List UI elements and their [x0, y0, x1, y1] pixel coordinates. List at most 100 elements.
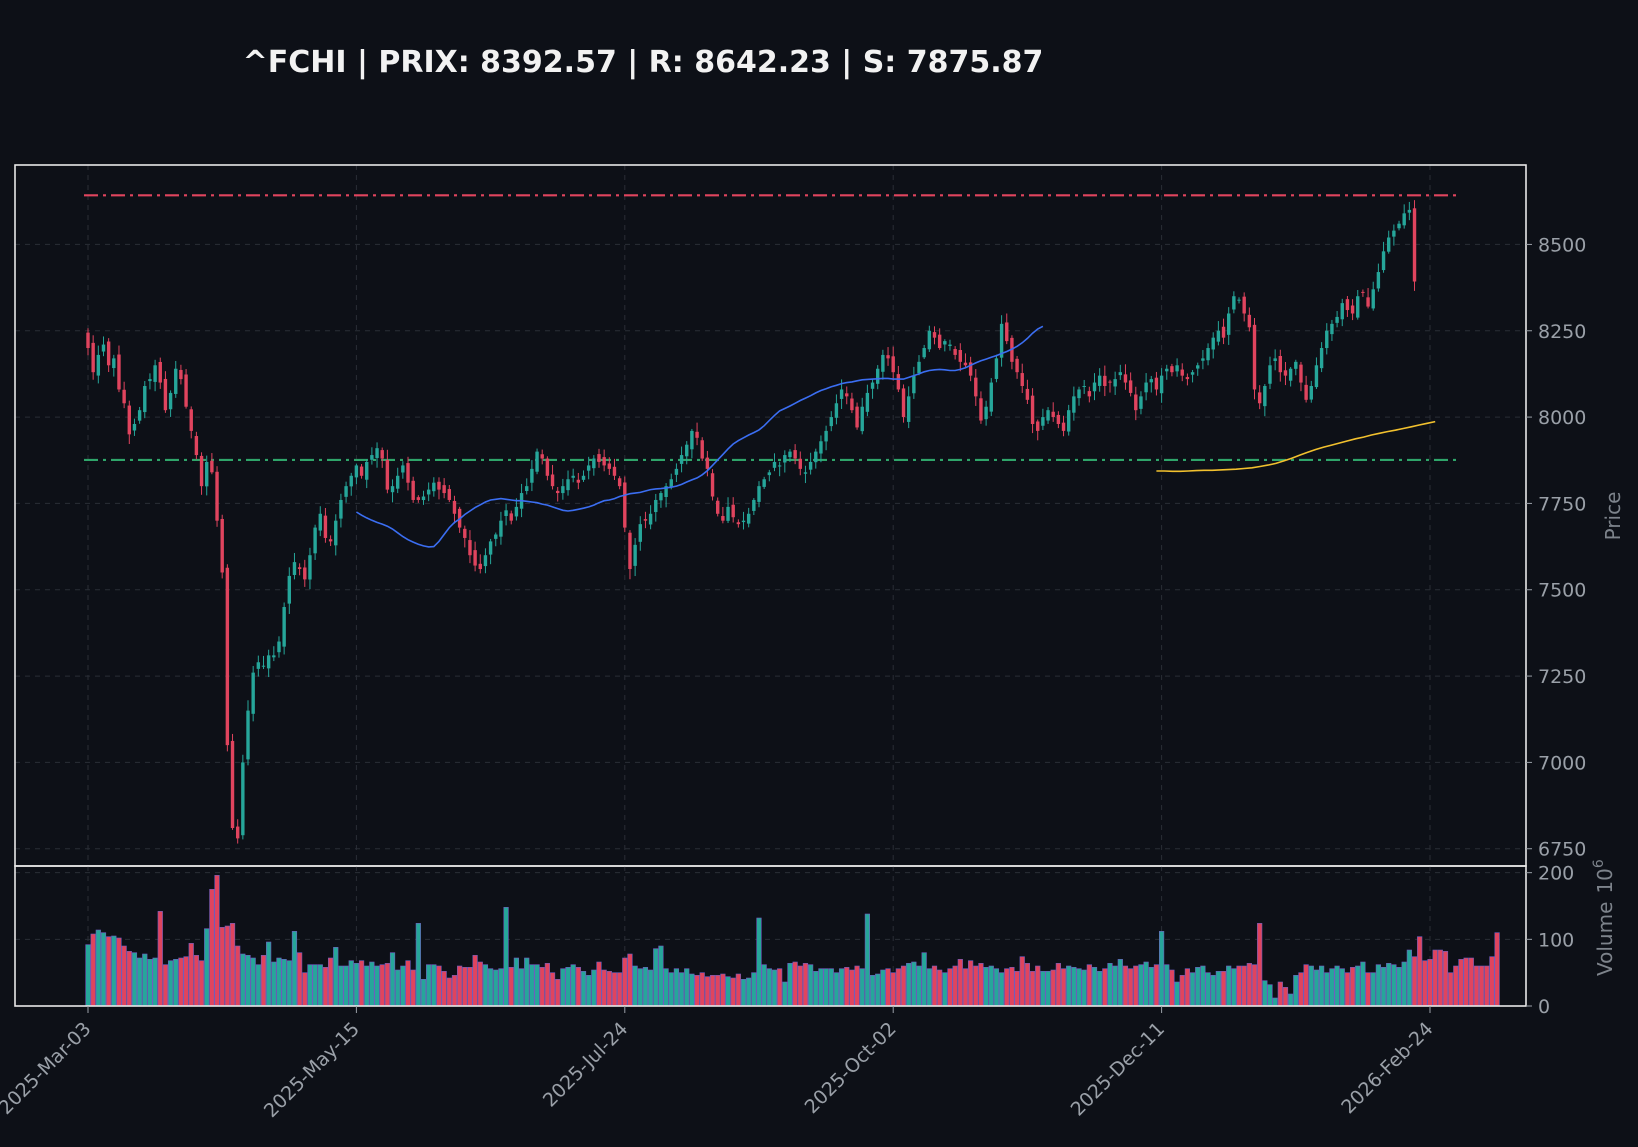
volume-bar: [699, 972, 705, 1007]
candle-body: [447, 489, 452, 500]
volume-bar: [1463, 957, 1469, 1007]
candle-body: [308, 555, 312, 580]
volume-bar: [1458, 959, 1464, 1007]
volume-bar: [637, 968, 643, 1007]
volume-bar: [1153, 964, 1160, 1007]
candle-body: [1041, 417, 1045, 426]
volume-bar: [1169, 969, 1175, 1007]
volume-bar: [524, 957, 530, 1007]
volume-bar: [725, 976, 731, 1007]
candle-body: [1237, 299, 1241, 301]
candle-body: [96, 354, 101, 376]
volume-scale-base: 10: [1593, 868, 1617, 893]
volume-bar: [85, 944, 91, 1007]
candle-body: [1103, 375, 1107, 387]
volume-bar: [1401, 961, 1407, 1007]
volume-bar: [1009, 967, 1015, 1007]
volume-bar: [111, 935, 117, 1007]
volume-bar: [322, 967, 329, 1007]
candle-body: [478, 563, 482, 570]
candle-body: [282, 607, 286, 647]
volume-bar: [854, 965, 860, 1007]
volume-bar: [152, 957, 158, 1007]
candle-body: [870, 382, 875, 389]
candle-body: [1247, 314, 1252, 328]
candle-body: [891, 356, 895, 373]
volume-bar: [777, 968, 783, 1007]
volume-bar: [1066, 965, 1072, 1007]
candle-body: [199, 455, 204, 487]
moving-average-short: [355, 325, 1044, 548]
candle-body: [633, 544, 637, 566]
candle-body: [86, 332, 90, 349]
candle-body: [483, 555, 488, 567]
candle-body: [339, 499, 343, 519]
candle-body: [106, 341, 111, 366]
candle-body: [1025, 388, 1030, 400]
volume-bar: [534, 964, 540, 1007]
volume-bar: [885, 968, 891, 1007]
volume-bar: [828, 968, 834, 1007]
candle-body: [1082, 386, 1086, 388]
volume-bar: [462, 967, 468, 1007]
volume-bar: [746, 977, 752, 1007]
candle-body: [814, 451, 818, 463]
candle-body: [1350, 305, 1355, 314]
volume-bar: [1029, 971, 1036, 1007]
volume-bar: [942, 972, 948, 1007]
candle-body: [643, 519, 648, 521]
candle-body: [901, 388, 906, 418]
candle-body: [488, 541, 493, 555]
x-tick-label: 2025-May-15: [260, 1018, 364, 1122]
candle-body: [932, 332, 937, 338]
candle-body: [1123, 374, 1128, 383]
volume-bar: [1282, 987, 1289, 1007]
volume-bar: [307, 964, 313, 1007]
candle-body: [143, 386, 147, 413]
volume-bar: [678, 972, 685, 1007]
volume-bar: [1437, 949, 1443, 1007]
volume-bar: [766, 968, 772, 1007]
volume-bar: [389, 952, 396, 1007]
volume-bar: [1484, 965, 1490, 1007]
volume-bar: [1329, 968, 1335, 1007]
price-tick-label: 6750: [1538, 839, 1586, 861]
volume-bar: [859, 968, 865, 1007]
candle-body: [432, 482, 436, 492]
volume-bar: [1386, 963, 1392, 1007]
svg-text:Volume106: Volume 106: [1591, 859, 1617, 976]
volume-bar: [1050, 969, 1056, 1007]
volume-bar: [167, 960, 174, 1007]
candle-body: [1097, 375, 1102, 386]
candle-body: [1252, 324, 1257, 390]
candle-body: [757, 486, 761, 502]
volume-bar: [364, 965, 370, 1007]
candle-body: [225, 567, 230, 746]
candle-body: [1263, 386, 1267, 407]
candle-body: [762, 479, 766, 487]
volume-bar: [1159, 931, 1165, 1007]
x-tick-label: 2025-Dec-11: [1067, 1018, 1170, 1121]
candle-body: [385, 460, 390, 490]
candle-body: [137, 410, 142, 421]
candle-body: [896, 374, 901, 390]
volume-bar: [1468, 957, 1474, 1007]
candle-body: [112, 358, 116, 369]
candle-body: [953, 349, 957, 355]
candle-body: [1149, 379, 1153, 383]
candle-body: [1330, 323, 1334, 335]
candle-body: [1407, 209, 1412, 213]
candle-body: [927, 330, 932, 350]
candle-body: [1294, 361, 1298, 369]
candle-body: [1092, 382, 1097, 392]
volume-bar: [1360, 961, 1366, 1007]
volume-bar: [1215, 971, 1221, 1007]
x-tick-label: 2025-Oct-02: [801, 1018, 901, 1118]
volume-bar: [642, 967, 649, 1007]
candle-body: [793, 450, 797, 459]
candle-body: [623, 482, 627, 528]
volume-bar: [1339, 968, 1345, 1007]
volume-bar: [147, 959, 153, 1007]
volume-bar: [771, 969, 778, 1007]
volume-bar: [740, 979, 747, 1007]
